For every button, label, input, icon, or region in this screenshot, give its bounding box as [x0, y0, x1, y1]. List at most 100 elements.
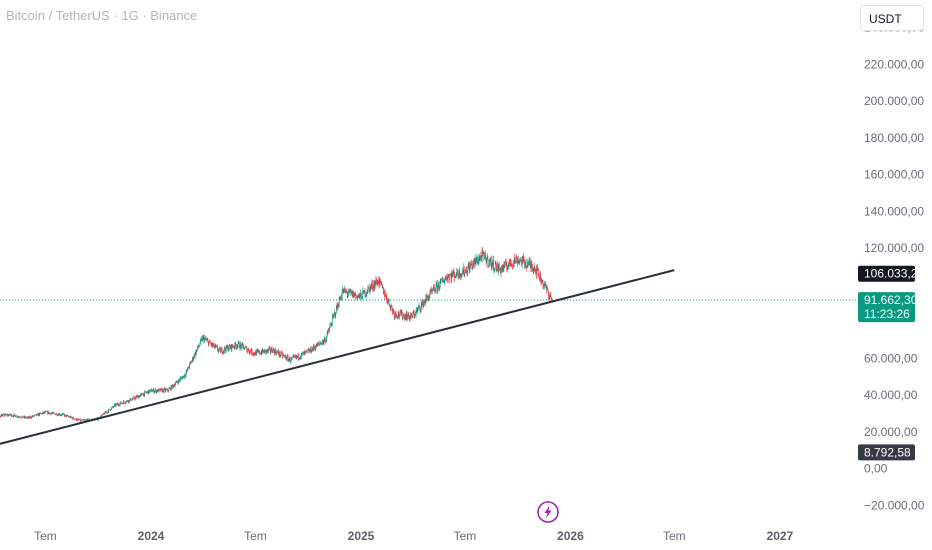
candle [309, 348, 310, 353]
candle [459, 266, 460, 279]
candle [175, 379, 177, 383]
candle [177, 380, 178, 384]
candle [180, 375, 182, 379]
candle [441, 277, 443, 283]
candle [181, 376, 183, 380]
candle [253, 352, 254, 357]
candle [331, 322, 333, 326]
trend-line[interactable] [0, 269, 675, 450]
candle [31, 415, 33, 418]
candle [494, 261, 496, 271]
y-tick-label: 140.000,00 [864, 204, 924, 218]
candle [291, 355, 293, 361]
candle [319, 343, 320, 346]
candle [419, 306, 421, 314]
candle [177, 380, 179, 386]
candle [114, 403, 116, 407]
candle [316, 343, 318, 347]
y-tick-label: 200.000,00 [864, 94, 924, 108]
currency-button[interactable]: USDT [860, 5, 924, 31]
candle [447, 274, 449, 278]
candle [267, 347, 269, 353]
candle [371, 279, 373, 289]
candle [118, 404, 120, 407]
candle [1, 413, 3, 417]
svg-text:8.792,58: 8.792,58 [864, 445, 911, 459]
candle [304, 349, 306, 355]
candle [163, 389, 164, 393]
candle [264, 348, 265, 354]
candle [439, 285, 440, 292]
candle [282, 351, 283, 359]
candle [520, 256, 522, 262]
candle [185, 370, 187, 378]
candle [504, 260, 506, 268]
candle [323, 339, 325, 345]
candle [58, 413, 60, 416]
candle [402, 316, 404, 321]
candle [42, 411, 44, 414]
candle [138, 395, 140, 399]
candle [232, 343, 233, 348]
candle [258, 350, 260, 353]
candle [545, 282, 547, 289]
candle [516, 255, 518, 264]
candle [462, 267, 463, 277]
candle [296, 355, 298, 360]
candle [67, 414, 69, 417]
candle [109, 409, 111, 412]
candle [381, 280, 382, 286]
candle [224, 345, 225, 354]
candle [482, 251, 484, 255]
candle [353, 290, 354, 299]
candle [274, 347, 276, 355]
candle [423, 301, 424, 308]
candle [260, 351, 261, 355]
candle [252, 352, 253, 356]
candle [341, 289, 343, 302]
candle [424, 298, 426, 304]
candle [140, 392, 142, 396]
candle [225, 345, 227, 353]
candle [507, 264, 509, 273]
candle [416, 306, 417, 314]
candle [392, 308, 394, 315]
candle [57, 414, 58, 416]
candle [194, 351, 196, 359]
candle [250, 349, 252, 355]
candle [299, 356, 301, 360]
candle [292, 354, 294, 358]
candle [326, 330, 328, 337]
lightning-icon[interactable] [537, 501, 559, 523]
candle [455, 274, 456, 279]
candle [500, 266, 502, 278]
candle [278, 348, 279, 355]
candle [131, 397, 133, 401]
candle [182, 375, 184, 378]
candle [451, 270, 452, 283]
candle [361, 293, 362, 300]
candle [492, 260, 493, 270]
candle [221, 346, 222, 350]
candle [87, 418, 88, 420]
candle [329, 325, 330, 333]
candle [154, 390, 155, 394]
candle [134, 396, 135, 400]
candle [59, 413, 61, 417]
candle [487, 255, 489, 269]
candle [418, 302, 420, 312]
candle [370, 285, 372, 291]
candle [372, 286, 374, 292]
candle [210, 342, 211, 345]
candle [386, 294, 388, 304]
candle [544, 280, 545, 290]
candle [289, 356, 291, 362]
candle [182, 375, 183, 380]
candle [172, 384, 174, 388]
candle [407, 314, 408, 321]
candle [39, 412, 40, 417]
candle [318, 341, 319, 345]
candle [452, 272, 454, 278]
candle [214, 344, 215, 348]
